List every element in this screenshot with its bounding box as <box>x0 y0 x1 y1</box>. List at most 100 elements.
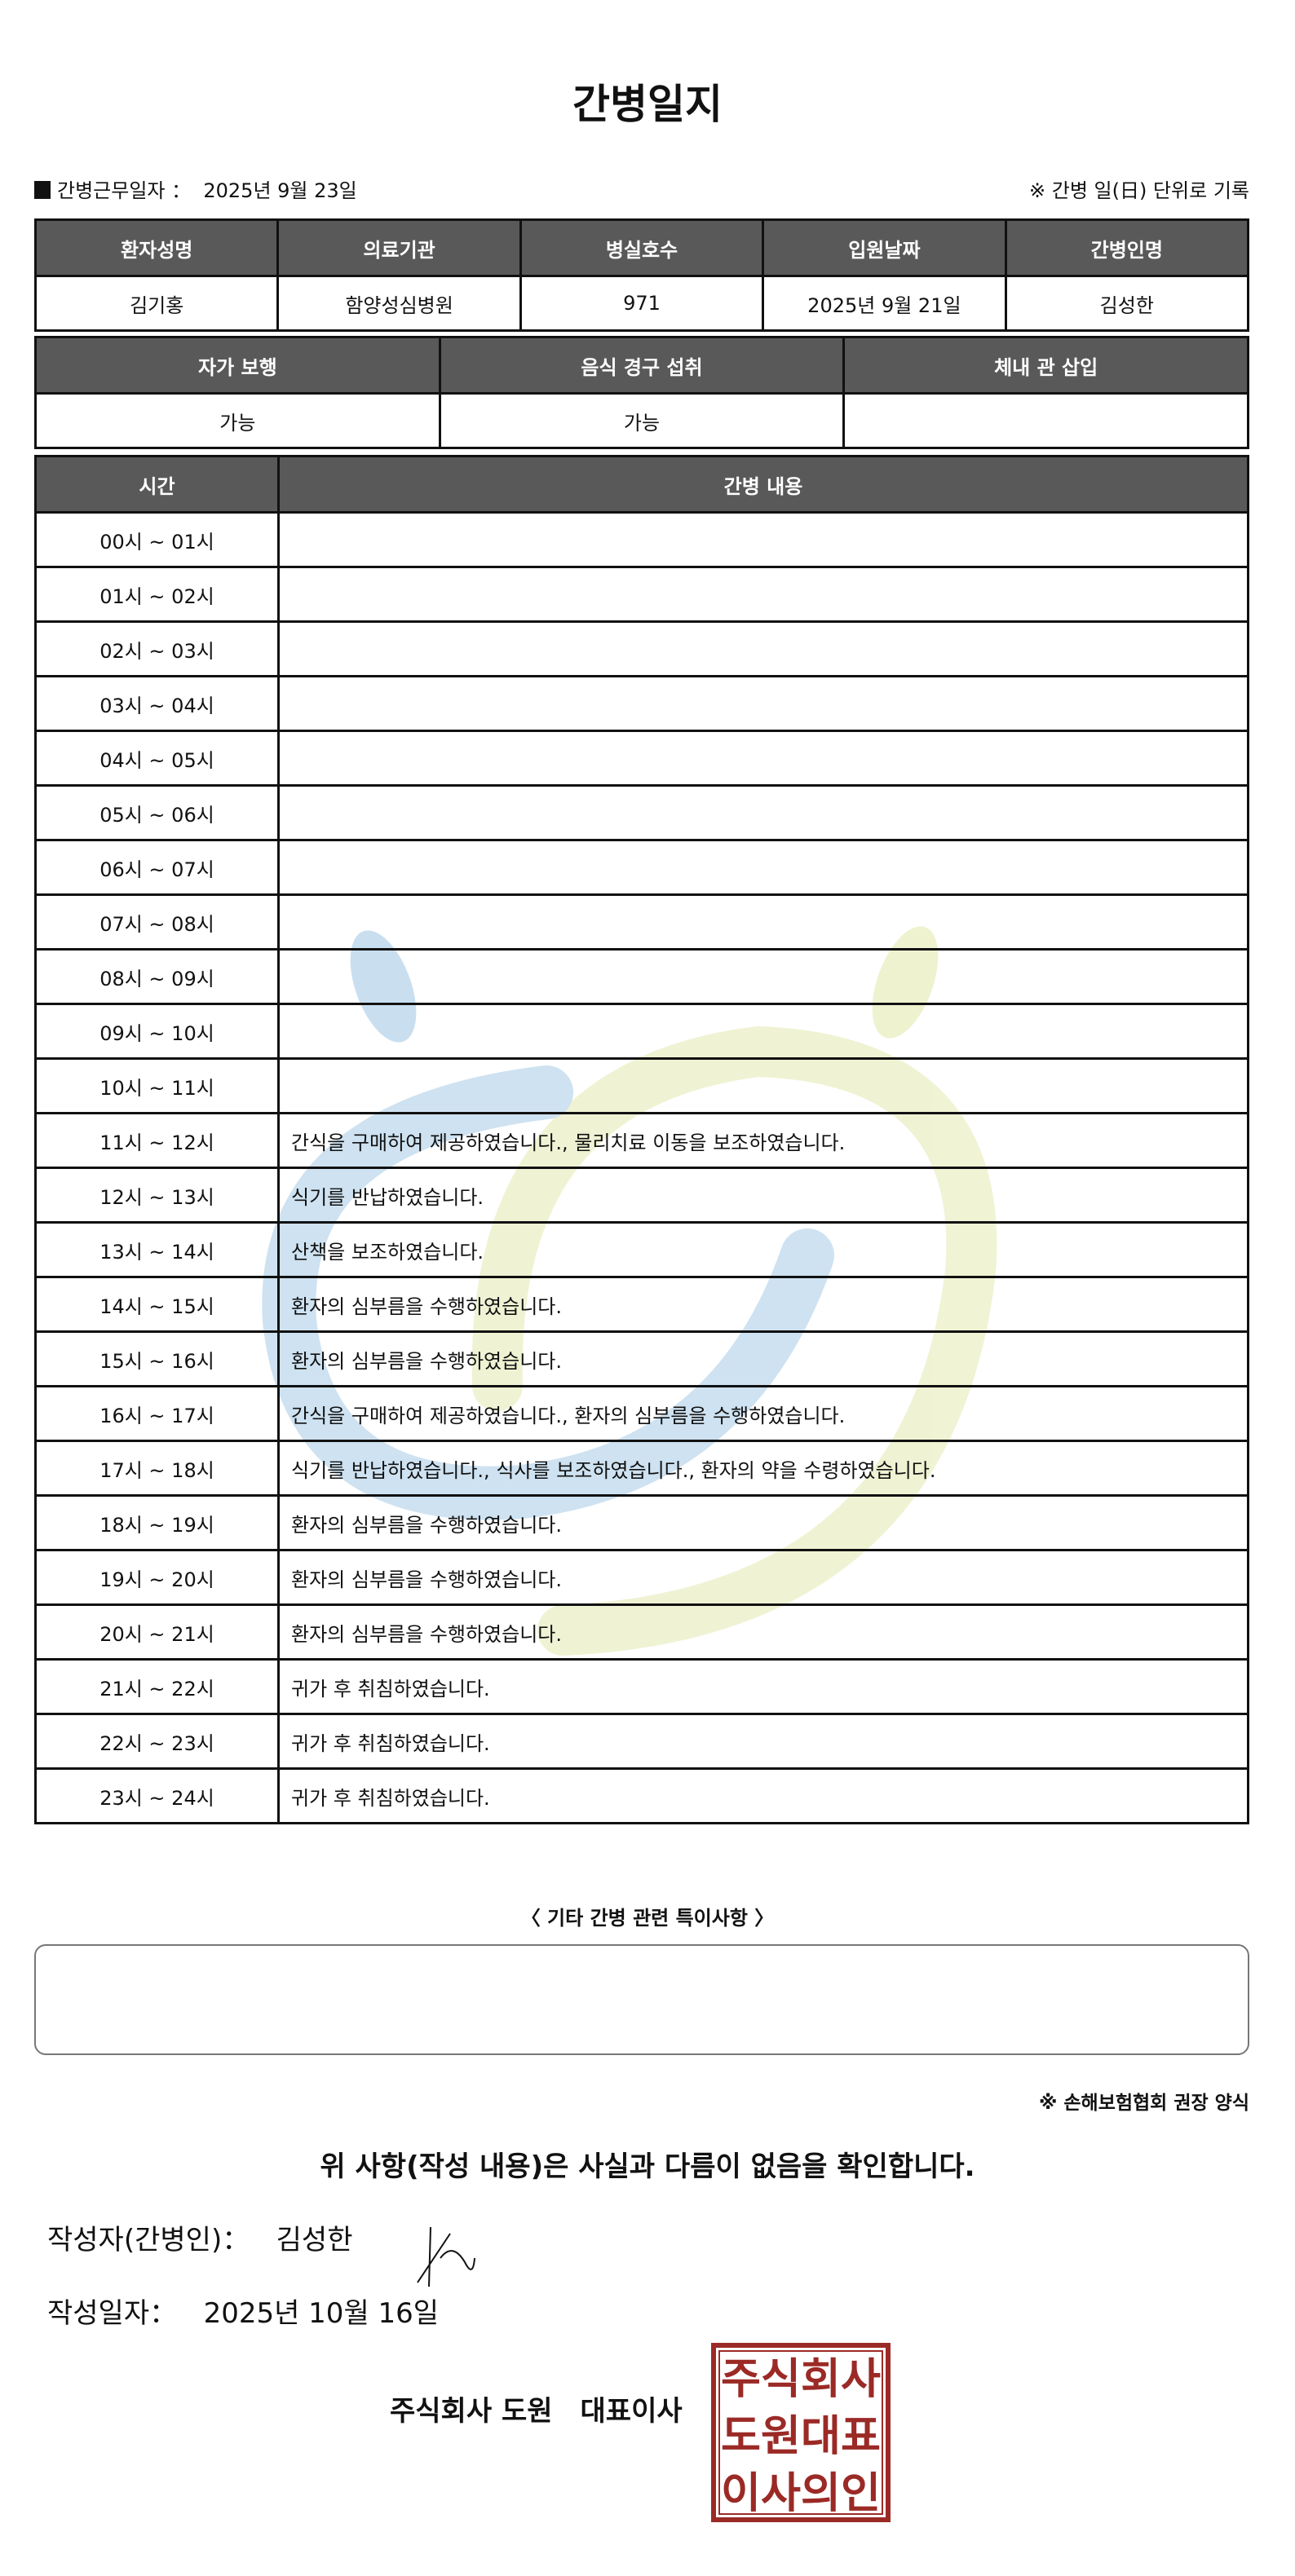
author-label: 작성자(간병인)： <box>47 2224 250 2256</box>
content-cell <box>277 1057 1249 1114</box>
table-row: 08시 ~ 09시 <box>34 948 1249 1005</box>
table-row: 03시 ~ 04시 <box>34 675 1249 732</box>
value-cell: 김성한 <box>1004 275 1250 332</box>
time-cell: 11시 ~ 12시 <box>34 1112 280 1169</box>
content-cell: 간식을 구매하여 제공하였습니다., 물리치료 이동을 보조하였습니다. <box>277 1112 1249 1169</box>
content-cell <box>277 675 1249 732</box>
time-cell: 04시 ~ 05시 <box>34 730 280 787</box>
content-cell <box>277 948 1249 1005</box>
table-row: 23시 ~ 24시 귀가 후 취침하였습니다. <box>34 1767 1249 1824</box>
time-cell: 21시 ~ 22시 <box>34 1658 280 1715</box>
care-log-table: 시간 간병 내용 00시 ~ 01시 01시 ~ 02시 02시 ~ 03시 03시 ~… <box>34 455 1249 1824</box>
table-row: 10시 ~ 11시 <box>34 1057 1249 1114</box>
content-cell <box>277 1003 1249 1060</box>
time-cell: 02시 ~ 03시 <box>34 620 280 677</box>
table-row: 11시 ~ 12시 간식을 구매하여 제공하였습니다., 물리치료 이동을 보조하… <box>34 1112 1249 1169</box>
column-header: 의료기관 <box>276 218 522 277</box>
table-row: 14시 ~ 15시 환자의 심부름을 수행하였습니다. <box>34 1276 1249 1333</box>
time-cell: 23시 ~ 24시 <box>34 1767 280 1824</box>
notes-label: 〈 기타 간병 관련 특이사항 〉 <box>520 1907 775 1930</box>
time-cell: 16시 ~ 17시 <box>34 1385 280 1442</box>
content-cell <box>277 566 1249 623</box>
seal-text-line: 도원대표 <box>721 2412 881 2461</box>
time-cell: 03시 ~ 04시 <box>34 675 280 732</box>
content-cell: 귀가 후 취침하였습니다. <box>277 1767 1249 1824</box>
table-row: 22시 ~ 23시 귀가 후 취침하였습니다. <box>34 1713 1249 1770</box>
content-cell <box>277 511 1249 568</box>
column-header: 자가 보행 <box>34 336 441 395</box>
table-row: 13시 ~ 14시 산책을 보조하였습니다. <box>34 1221 1249 1278</box>
work-date-value: 2025년 9월 23일 <box>203 179 357 202</box>
written-date-line: 작성일자： 2025년 10월 16일 <box>47 2291 439 2331</box>
value-cell: 함양성심병원 <box>276 275 522 332</box>
square-bullet-icon <box>34 181 51 199</box>
written-date-value: 2025년 10월 16일 <box>203 2297 440 2330</box>
time-cell: 22시 ~ 23시 <box>34 1713 280 1770</box>
time-cell: 15시 ~ 16시 <box>34 1330 280 1387</box>
signature <box>417 2226 475 2287</box>
value-cell: 2025년 9월 21일 <box>762 275 1007 332</box>
content-cell: 환자의 심부름을 수행하였습니다. <box>277 1494 1249 1551</box>
value-cell: 가능 <box>438 392 846 449</box>
table-row: 16시 ~ 17시 간식을 구매하여 제공하였습니다., 환자의 심부름을 수행하… <box>34 1385 1249 1442</box>
content-cell: 환자의 심부름을 수행하였습니다. <box>277 1603 1249 1661</box>
work-date: 간병근무일자 ： 2025년 9월 23일 <box>34 174 357 203</box>
content-cell: 산책을 보조하였습니다. <box>277 1221 1249 1278</box>
column-header: 체내 관 삽입 <box>842 336 1249 395</box>
content-cell: 식기를 반납하였습니다. <box>277 1167 1249 1224</box>
page-title: 간병일지 <box>572 81 723 128</box>
author-name: 김성한 <box>276 2224 353 2256</box>
column-header: 입원날짜 <box>762 218 1007 277</box>
table-row: 20시 ~ 21시 환자의 심부름을 수행하였습니다. <box>34 1603 1249 1661</box>
value-cell: 971 <box>519 275 765 332</box>
time-cell: 06시 ~ 07시 <box>34 839 280 896</box>
notes-box <box>34 1944 1249 2055</box>
content-cell: 환자의 심부름을 수행하였습니다. <box>277 1276 1249 1333</box>
company-name: 주식회사 도원 대표이사 <box>390 2395 683 2428</box>
seal-text-line: 이사의인 <box>721 2469 881 2518</box>
time-cell: 10시 ~ 11시 <box>34 1057 280 1114</box>
work-date-line: 간병근무일자 ： 2025년 9월 23일 ※ 간병 일(日) 단위로 기록 <box>34 174 1249 203</box>
table-row: 01시 ~ 02시 <box>34 566 1249 623</box>
table-row: 17시 ~ 18시 식기를 반납하였습니다., 식사를 보조하였습니다., 환자의… <box>34 1440 1249 1497</box>
content-cell: 간식을 구매하여 제공하였습니다., 환자의 심부름을 수행하였습니다. <box>277 1385 1249 1442</box>
time-cell: 07시 ~ 08시 <box>34 893 280 951</box>
recommendation-note: ※ 손해보험협회 권장 양식 <box>1039 2093 1249 2114</box>
column-header: 간병인명 <box>1004 218 1250 277</box>
table-row: 09시 ~ 10시 <box>34 1003 1249 1060</box>
content-cell <box>277 620 1249 677</box>
table-row: 07시 ~ 08시 <box>34 893 1249 951</box>
table-row: 21시 ~ 22시 귀가 후 취침하였습니다. <box>34 1658 1249 1715</box>
content-cell: 귀가 후 취침하였습니다. <box>277 1658 1249 1715</box>
status-table: 자가 보행 음식 경구 섭취 체내 관 삽입 가능 가능 <box>34 336 1249 449</box>
author-line: 작성자(간병인)： 김성한 <box>47 2217 353 2257</box>
time-cell: 20시 ~ 21시 <box>34 1603 280 1661</box>
table-row: 02시 ~ 03시 <box>34 620 1249 677</box>
time-cell: 18시 ~ 19시 <box>34 1494 280 1551</box>
time-cell: 05시 ~ 06시 <box>34 784 280 841</box>
time-cell: 19시 ~ 20시 <box>34 1549 280 1606</box>
time-cell: 09시 ~ 10시 <box>34 1003 280 1060</box>
table-row: 19시 ~ 20시 환자의 심부름을 수행하였습니다. <box>34 1549 1249 1606</box>
time-cell: 13시 ~ 14시 <box>34 1221 280 1278</box>
content-cell: 귀가 후 취침하였습니다. <box>277 1713 1249 1770</box>
time-cell: 00시 ~ 01시 <box>34 511 280 568</box>
content-cell: 환자의 심부름을 수행하였습니다. <box>277 1549 1249 1606</box>
table-row: 05시 ~ 06시 <box>34 784 1249 841</box>
time-cell: 08시 ~ 09시 <box>34 948 280 1005</box>
content-cell <box>277 784 1249 841</box>
table-row: 00시 ~ 01시 <box>34 511 1249 568</box>
seal-text-line: 주식회사 <box>721 2355 881 2404</box>
content-cell <box>277 839 1249 896</box>
table-row: 15시 ~ 16시 환자의 심부름을 수행하였습니다. <box>34 1330 1249 1387</box>
patient-info-table: 환자성명 의료기관 병실호수 입원날짜 간병인명 김기홍 함양성심병원 971 2025년 9월… <box>33 218 1250 332</box>
time-cell: 01시 ~ 02시 <box>34 566 280 623</box>
time-cell: 12시 ~ 13시 <box>34 1167 280 1224</box>
column-header: 병실호수 <box>519 218 765 277</box>
table-row: 04시 ~ 05시 <box>34 730 1249 787</box>
content-cell: 환자의 심부름을 수행하였습니다. <box>277 1330 1249 1387</box>
value-cell: 가능 <box>34 392 441 449</box>
table-row: 12시 ~ 13시 식기를 반납하였습니다. <box>34 1167 1249 1224</box>
header-content: 간병 내용 <box>277 455 1249 514</box>
